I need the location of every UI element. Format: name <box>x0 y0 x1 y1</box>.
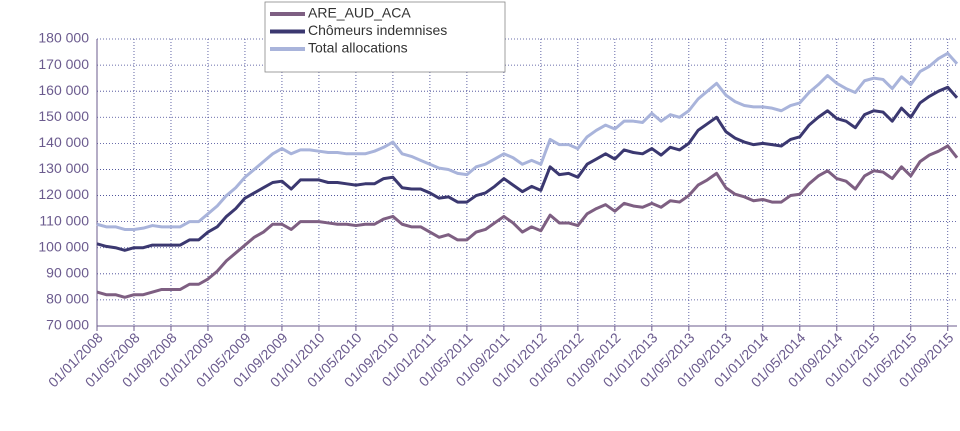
y-tick-label: 70 000 <box>46 317 89 333</box>
y-tick-label: 120 000 <box>38 186 89 202</box>
series-line <box>96 85 959 252</box>
legend-label: ARE_AUD_ACA <box>308 5 411 21</box>
y-tick-label: 110 000 <box>39 212 89 228</box>
y-tick-label: 150 000 <box>38 108 89 124</box>
y-tick-label: 170 000 <box>38 56 89 72</box>
legend-label: Total allocations <box>308 40 408 56</box>
y-tick-label: 180 000 <box>38 30 89 46</box>
y-tick-label: 90 000 <box>46 265 89 281</box>
y-tick-label: 160 000 <box>38 82 89 98</box>
legend-label: Chômeurs indemnises <box>308 22 447 38</box>
y-tick-label: 80 000 <box>46 291 89 307</box>
y-tick-label: 100 000 <box>38 238 89 254</box>
series-line <box>96 144 959 299</box>
y-tick-label: 140 000 <box>38 134 89 150</box>
y-tick-label: 130 000 <box>38 160 89 176</box>
series-line <box>96 51 959 231</box>
